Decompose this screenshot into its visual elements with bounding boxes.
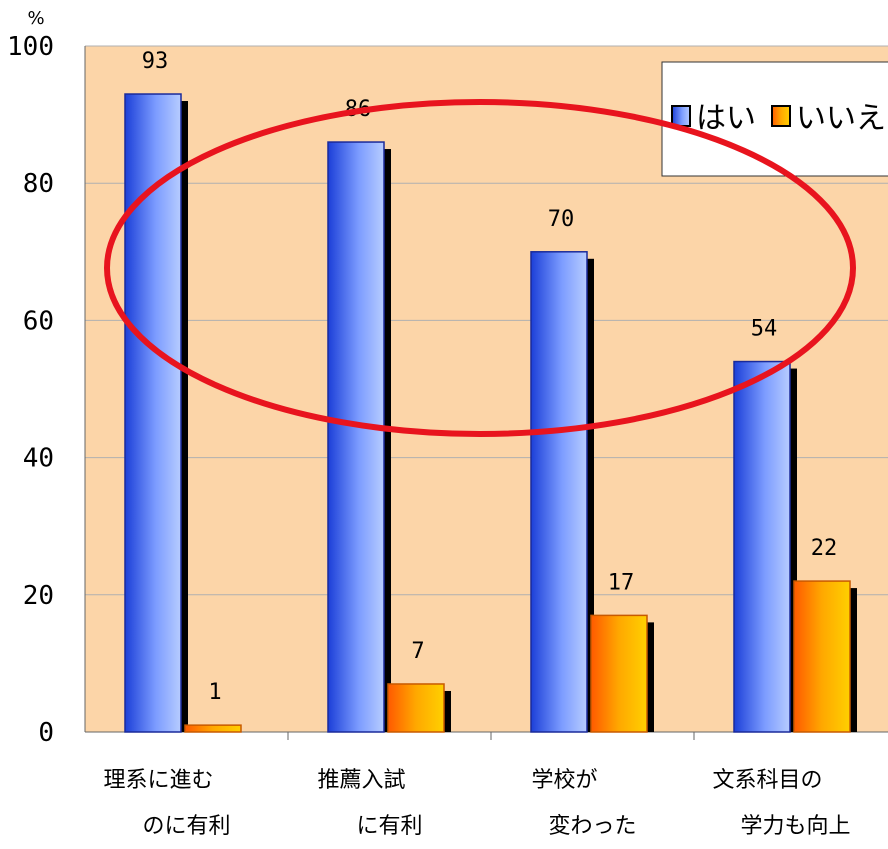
legend-swatch-yes [671, 105, 691, 127]
y-tick-label: 40 [23, 444, 54, 474]
y-tick-labels: 0 20 40 60 80 100 [7, 32, 54, 748]
highlight-ellipse [104, 99, 856, 437]
bars [124, 93, 857, 733]
x-category-label: に有利 [356, 814, 422, 839]
x-category-label: 文系科目の [712, 768, 822, 793]
legend: はい いいえ [661, 61, 888, 177]
x-category-label: 変わった [548, 814, 636, 839]
data-label: 22 [811, 536, 838, 561]
x-category-label: のに有利 [142, 814, 230, 839]
data-label: 70 [548, 207, 575, 232]
y-tick-label: 80 [23, 169, 54, 199]
y-tick-label: 0 [38, 718, 54, 748]
y-tick-label: 100 [7, 32, 54, 62]
bar-no [793, 580, 851, 733]
bar-no [387, 683, 445, 733]
y-tick-label: 60 [23, 306, 54, 336]
bar-yes [733, 360, 791, 733]
data-label: 1 [208, 680, 221, 705]
legend-label-no: いいえ [796, 101, 886, 136]
x-category-label: 理系に進む [103, 768, 213, 793]
legend-swatch-no [771, 105, 791, 127]
bar-yes [124, 93, 182, 733]
bar-yes [530, 251, 588, 733]
x-category-label: 推薦入試 [317, 768, 405, 793]
x-category-label: 学校が [531, 768, 597, 793]
legend-label-yes: はい [696, 101, 756, 136]
data-label: 7 [411, 639, 424, 664]
data-label: 54 [751, 317, 778, 342]
x-category-label: 学力も向上 [740, 814, 850, 839]
data-label: 17 [608, 570, 635, 595]
bar-no [184, 724, 242, 733]
data-label: 93 [142, 49, 169, 74]
bar-yes [327, 141, 385, 733]
y-axis-unit-label: % [27, 8, 44, 29]
y-tick-label: 20 [23, 581, 54, 611]
bar-no [590, 614, 648, 733]
